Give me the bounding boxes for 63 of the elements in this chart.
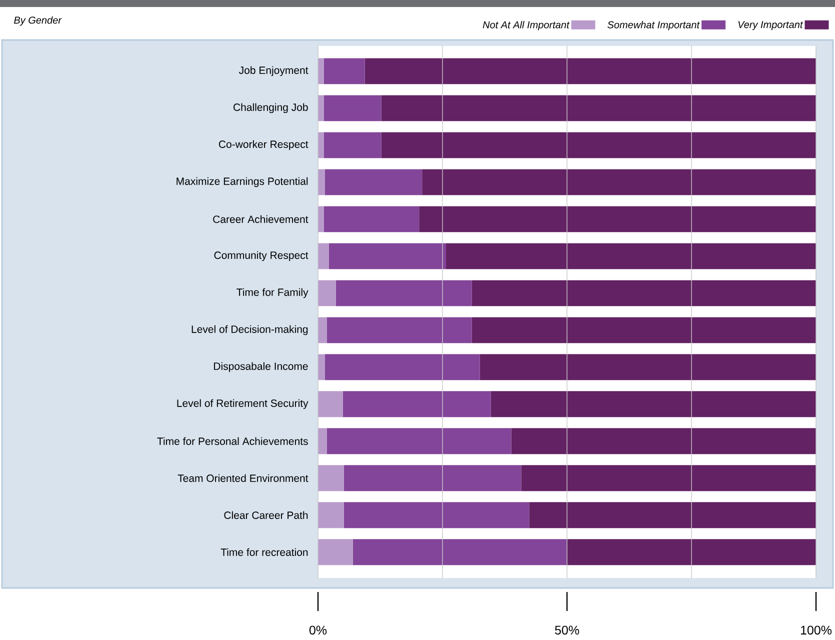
bar bbox=[381, 132, 816, 158]
bar bbox=[326, 428, 512, 454]
bar bbox=[472, 280, 816, 306]
bar bbox=[318, 539, 353, 566]
legend-label: Somewhat Important bbox=[608, 20, 700, 30]
bar bbox=[364, 58, 816, 84]
bar bbox=[318, 502, 344, 528]
y-tick-label: Level of Decision-making bbox=[192, 325, 308, 336]
bar bbox=[328, 243, 446, 270]
bar bbox=[352, 539, 568, 566]
bar bbox=[381, 95, 816, 122]
y-tick-label: Time for Family bbox=[236, 288, 308, 298]
x-tick-label: 0% bbox=[309, 626, 327, 635]
y-tick-label: Time for recreation bbox=[220, 548, 308, 556]
bar bbox=[318, 280, 336, 306]
y-tick-label: Challenging Job bbox=[234, 103, 308, 114]
legend-label: Very Important bbox=[738, 21, 804, 30]
bar bbox=[318, 58, 324, 84]
bar bbox=[446, 243, 816, 270]
legend-label: Not At All Important bbox=[482, 20, 570, 30]
bar bbox=[324, 206, 420, 232]
bar bbox=[324, 354, 480, 380]
bar bbox=[318, 317, 327, 344]
bar bbox=[318, 428, 327, 454]
y-tick-label: Team Oriented Environment bbox=[178, 474, 308, 482]
bar bbox=[521, 465, 816, 492]
y-tick-label: Time for Personal Achievements bbox=[157, 437, 308, 445]
bar bbox=[318, 243, 329, 270]
y-tick-label: Co-worker Respect bbox=[218, 140, 308, 150]
bar bbox=[490, 391, 816, 418]
bar bbox=[342, 391, 491, 418]
bar bbox=[318, 169, 325, 196]
bar bbox=[318, 206, 324, 232]
y-tick-label: Clear Career Path bbox=[224, 511, 308, 519]
bar bbox=[318, 354, 325, 380]
bar bbox=[324, 169, 422, 196]
bar bbox=[344, 465, 522, 492]
bar bbox=[324, 132, 382, 158]
bar bbox=[318, 95, 324, 122]
y-tick-label: Career Achievement bbox=[213, 215, 308, 224]
y-tick-label: Job Enjoyment bbox=[239, 66, 308, 76]
bar bbox=[422, 169, 816, 196]
text: By Gender bbox=[14, 16, 62, 26]
y-tick-label: Community Respect bbox=[214, 251, 308, 262]
y-tick-label: Disposabale Income bbox=[214, 362, 308, 372]
bar bbox=[318, 465, 344, 492]
bar bbox=[344, 502, 530, 528]
x-tick-label: 50% bbox=[554, 626, 580, 635]
y-tick-label: Level of Retirement Security bbox=[177, 399, 308, 410]
x-tick-label: 100% bbox=[800, 626, 832, 635]
bar bbox=[318, 391, 343, 418]
bar bbox=[472, 317, 816, 344]
bar bbox=[324, 58, 365, 84]
bar bbox=[567, 539, 816, 566]
bar bbox=[336, 280, 472, 306]
bar bbox=[318, 132, 324, 158]
bar bbox=[480, 354, 816, 380]
bar bbox=[324, 95, 382, 122]
bar bbox=[511, 428, 816, 454]
y-tick-label: Maximize Earnings Potential bbox=[176, 177, 308, 188]
bar bbox=[419, 206, 816, 232]
bar bbox=[529, 502, 816, 528]
bar bbox=[326, 317, 472, 344]
